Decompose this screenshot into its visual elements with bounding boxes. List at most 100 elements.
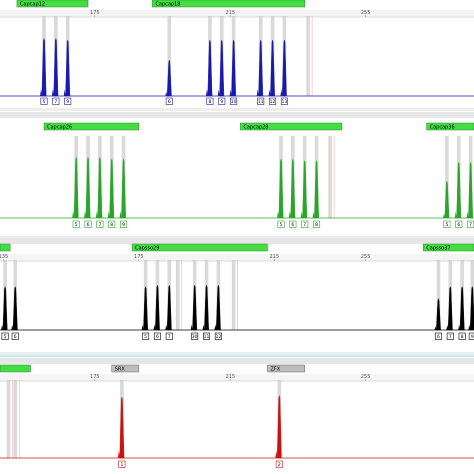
tick-label: 215	[269, 254, 279, 260]
panel-separator	[0, 238, 474, 244]
peak	[278, 158, 284, 219]
stutter-peak	[11, 324, 14, 330]
stutter-peak	[300, 211, 303, 218]
allele-label: 2	[278, 462, 281, 468]
stutter-peak	[1, 324, 4, 330]
marker-range-bar	[240, 122, 343, 131]
marker-label: Capsso37	[426, 246, 450, 252]
stutter-peak	[434, 326, 437, 330]
peak	[219, 39, 225, 97]
panel-blue: 175 215 255 Capcap12 Capcap18 5 7 9 6 8 9 10 11 12 13	[0, 0, 474, 111]
peak	[119, 396, 125, 459]
allele-label-box	[153, 332, 161, 340]
stutter-peak	[217, 89, 220, 96]
allele-label: 9	[220, 99, 223, 105]
stutter-peak	[72, 210, 75, 218]
peak	[290, 158, 296, 219]
allele-bin	[306, 16, 310, 96]
panel-bottom-band	[0, 108, 474, 111]
allele-label: 8	[461, 334, 464, 340]
marker-range-bar	[131, 243, 268, 252]
allele-label: 10	[231, 99, 237, 105]
peak	[447, 285, 453, 331]
peak	[53, 37, 59, 97]
allele-label-box	[96, 220, 104, 228]
peak	[192, 284, 198, 331]
allele-bin	[328, 136, 332, 218]
allele-label-box	[203, 332, 211, 340]
allele-bin	[6, 380, 11, 458]
stutter-peak	[165, 91, 168, 96]
peak	[166, 59, 172, 97]
peak	[143, 285, 148, 331]
allele-label-box	[165, 332, 173, 340]
peak	[231, 39, 237, 97]
peak	[207, 39, 213, 97]
allele-label: 5	[75, 222, 78, 228]
panel-bottom-band	[0, 236, 474, 239]
tick-label: 175	[134, 254, 144, 260]
peak	[459, 285, 465, 331]
allele-label-box	[108, 220, 116, 228]
allele-label: 7	[303, 222, 306, 228]
stutter-peak	[446, 324, 449, 330]
allele-label: 8	[110, 222, 113, 228]
allele-label-box	[142, 332, 150, 340]
stutter-peak	[458, 324, 461, 330]
peak	[456, 161, 462, 219]
allele-label-box	[455, 220, 463, 228]
allele-label-box	[269, 97, 277, 105]
tick-label: 215	[225, 374, 235, 380]
allele-label-box	[84, 220, 92, 228]
stutter-peak	[202, 324, 205, 330]
allele-label: 6	[291, 222, 294, 228]
marker-label: Capcap18	[155, 2, 180, 8]
allele-label-box	[434, 332, 442, 340]
peak	[302, 159, 308, 219]
marker-label: Capcap26	[47, 125, 72, 131]
marker-label: SRX	[115, 367, 126, 373]
allele-label-box	[64, 97, 72, 105]
allele-label: 11	[204, 334, 210, 340]
allele-label: 7	[449, 334, 452, 340]
allele-label-box	[301, 220, 309, 228]
allele-label: 6	[87, 222, 90, 228]
stutter-peak	[468, 324, 471, 330]
allele-bin	[175, 260, 180, 330]
allele-label: 5	[144, 334, 147, 340]
peak	[73, 156, 79, 219]
allele-label: 11	[258, 99, 264, 105]
stutter-peak	[117, 450, 120, 458]
allele-label: 7	[469, 222, 472, 228]
allele-label-box	[72, 220, 80, 228]
peak	[258, 39, 264, 97]
allele-label-box	[313, 220, 321, 228]
allele-bin	[13, 380, 18, 458]
marker-label: Capsso29	[135, 246, 159, 252]
peak	[65, 39, 71, 97]
allele-label-box	[214, 332, 222, 340]
allele-label-box	[165, 97, 173, 105]
marker-range-bar	[111, 364, 140, 373]
marker-label: Capcap12	[20, 2, 45, 8]
marker-range-bar	[43, 122, 140, 131]
axis-strip	[0, 374, 474, 381]
marker-range-bar	[0, 364, 31, 373]
stutter-peak	[190, 324, 193, 330]
allele-label: 6	[168, 99, 171, 105]
allele-label-box	[257, 97, 265, 105]
stutter-peak	[277, 210, 280, 218]
allele-label-box	[443, 220, 451, 228]
allele-label-box	[446, 332, 454, 340]
marker-label: Capcap28	[243, 125, 268, 131]
peak	[468, 161, 474, 219]
peak	[2, 285, 8, 331]
allele-bin	[445, 136, 449, 218]
tick-label: 255	[361, 254, 371, 260]
marker-range-bar	[426, 122, 474, 131]
peak	[41, 37, 47, 97]
peak	[444, 180, 450, 219]
peak	[281, 39, 287, 97]
stutter-peak	[63, 89, 66, 96]
